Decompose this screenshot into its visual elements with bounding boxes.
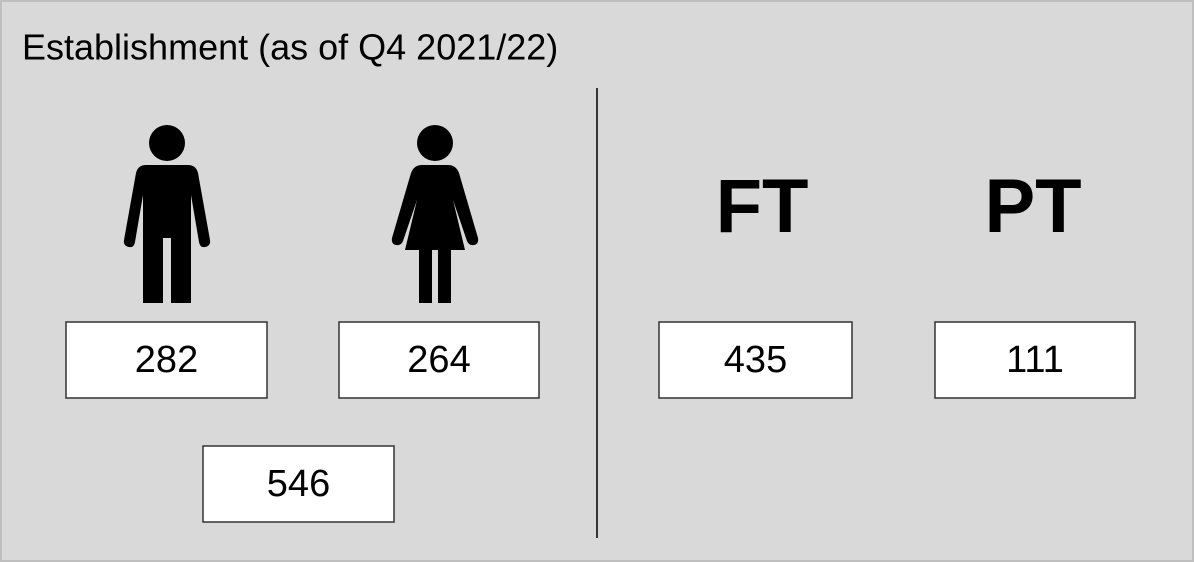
total-box <box>202 445 395 523</box>
ft-label: FT <box>716 164 809 249</box>
title: Establishment (as of Q4 2021/22) <box>22 27 558 68</box>
male-count: 282 <box>135 339 198 381</box>
ft-count: 435 <box>724 339 787 381</box>
ft-box <box>658 321 853 399</box>
male-icon <box>123 125 211 303</box>
pt-label: PT <box>984 164 1081 249</box>
pt-count: 111 <box>1006 339 1064 381</box>
male-box <box>65 321 268 399</box>
pt-box <box>934 321 1136 399</box>
female-count: 264 <box>407 339 470 381</box>
female-box <box>338 321 540 399</box>
total-count: 546 <box>267 463 330 505</box>
female-icon <box>391 125 479 303</box>
